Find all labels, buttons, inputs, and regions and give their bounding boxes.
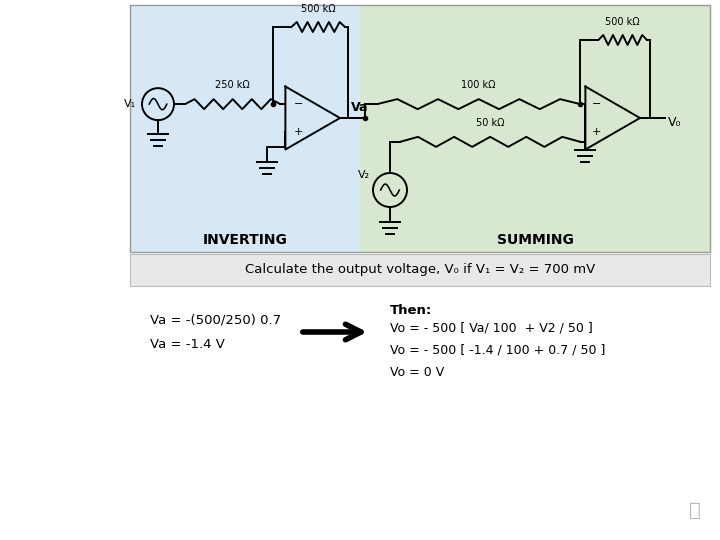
Text: Vo = - 500 [ Va/ 100  + V2 / 50 ]: Vo = - 500 [ Va/ 100 + V2 / 50 ] [390, 321, 593, 334]
Text: Vo = - 500 [ -1.4 / 100 + 0.7 / 50 ]: Vo = - 500 [ -1.4 / 100 + 0.7 / 50 ] [390, 343, 606, 356]
Text: Calculate the output voltage, V₀ if V₁ = V₂ = 700 mV: Calculate the output voltage, V₀ if V₁ =… [245, 264, 595, 276]
Text: +: + [591, 127, 600, 137]
Text: 100 kΩ: 100 kΩ [462, 80, 496, 90]
Text: Va = -(500/250) 0.7: Va = -(500/250) 0.7 [150, 314, 281, 327]
Text: INVERTING: INVERTING [202, 233, 287, 247]
Bar [130, 5, 360, 252]
Text: 50 kΩ: 50 kΩ [476, 118, 505, 128]
Text: Vo = 0 V: Vo = 0 V [390, 366, 444, 379]
Text: Then:: Then: [390, 303, 432, 316]
Bar [130, 254, 710, 286]
Text: SUMMING: SUMMING [497, 233, 573, 247]
Text: Va = -1.4 V: Va = -1.4 V [150, 339, 225, 352]
Bar [360, 5, 710, 252]
Text: −: − [294, 99, 303, 109]
Text: 500 kΩ: 500 kΩ [301, 4, 336, 14]
Text: V₁: V₁ [124, 99, 136, 109]
Text: +: + [294, 127, 303, 137]
Text: 250 kΩ: 250 kΩ [215, 80, 250, 90]
Text: Va: Va [351, 101, 369, 114]
Text: V₂: V₂ [358, 170, 370, 180]
Text: V₀: V₀ [668, 116, 681, 129]
Text: 🔊: 🔊 [689, 501, 701, 519]
Bar [130, 5, 710, 252]
Text: −: − [591, 99, 600, 109]
Text: 500 kΩ: 500 kΩ [606, 17, 640, 27]
